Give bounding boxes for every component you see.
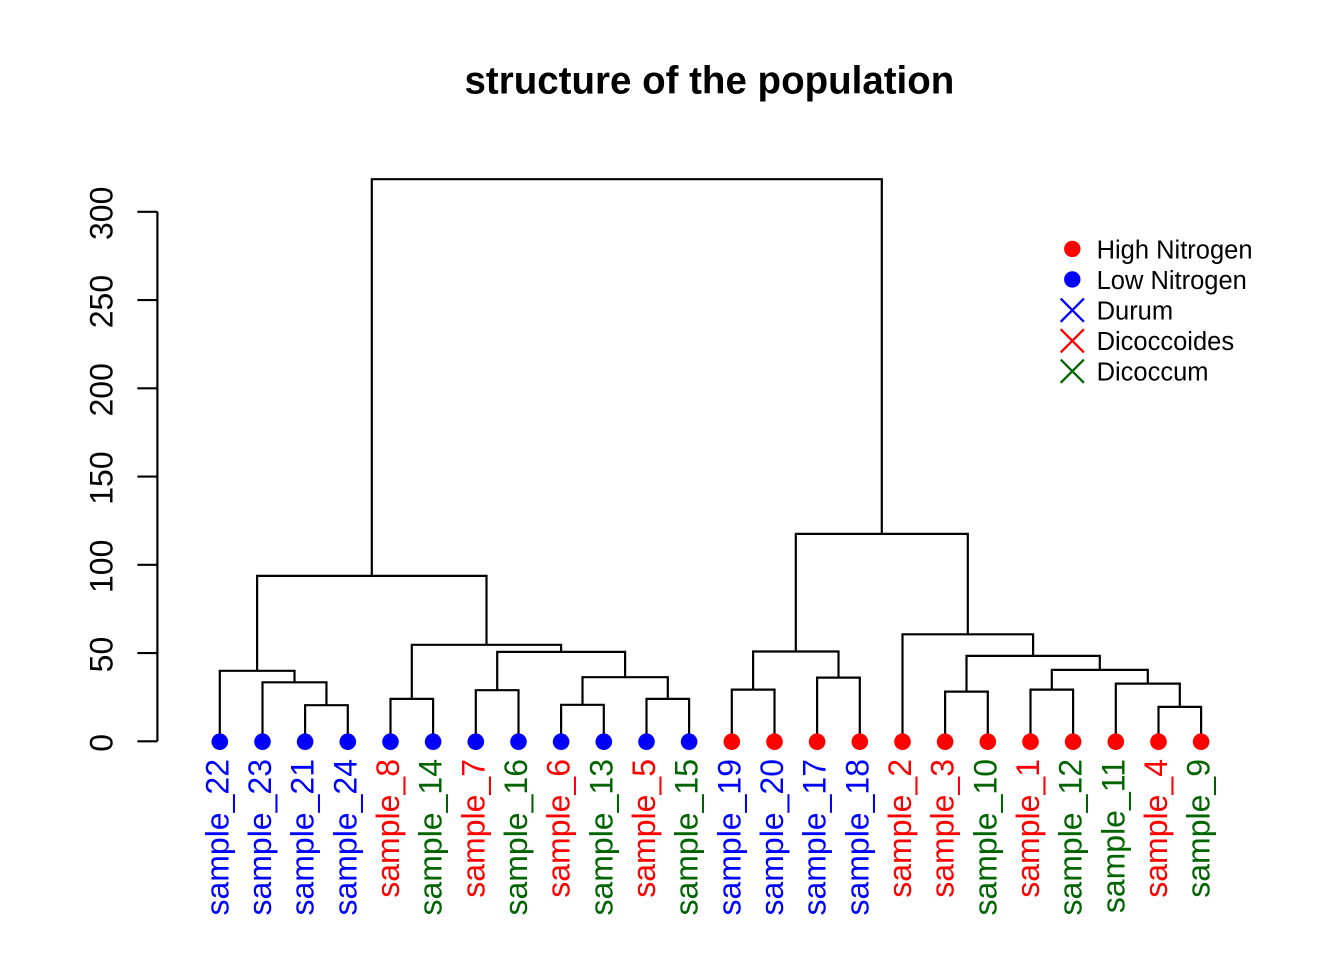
svg-text:Dicoccum: Dicoccum [1097,359,1209,387]
svg-text:sample_23: sample_23 [242,759,278,916]
svg-text:Durum: Durum [1097,298,1174,326]
svg-text:structure of the population: structure of the population [465,60,955,103]
svg-text:sample_6: sample_6 [541,759,577,898]
svg-text:sample_5: sample_5 [626,759,662,898]
svg-text:sample_13: sample_13 [583,759,619,916]
svg-text:sample_16: sample_16 [498,759,534,916]
svg-text:sample_24: sample_24 [327,759,363,916]
svg-text:sample_22: sample_22 [199,759,235,916]
svg-text:sample_19: sample_19 [711,759,747,916]
svg-text:sample_14: sample_14 [413,759,449,916]
svg-text:200: 200 [83,363,119,416]
svg-text:sample_7: sample_7 [455,759,491,898]
svg-text:300: 300 [83,187,119,240]
svg-text:sample_12: sample_12 [1053,759,1089,916]
svg-text:sample_3: sample_3 [925,759,961,898]
svg-text:sample_2: sample_2 [882,759,918,898]
svg-text:sample_20: sample_20 [754,759,790,916]
svg-text:150: 150 [83,451,119,504]
svg-text:sample_21: sample_21 [285,759,321,916]
svg-text:sample_11: sample_11 [1095,759,1131,913]
svg-text:sample_10: sample_10 [967,759,1003,916]
svg-text:sample_18: sample_18 [839,759,875,916]
svg-text:Low Nitrogen: Low Nitrogen [1097,267,1247,295]
svg-text:High Nitrogen: High Nitrogen [1097,236,1253,264]
svg-text:50: 50 [83,637,119,673]
svg-text:sample_4: sample_4 [1138,759,1174,898]
svg-text:100: 100 [83,540,119,593]
svg-text:sample_8: sample_8 [370,759,406,898]
svg-text:Dicoccoides: Dicoccoides [1097,328,1234,356]
svg-text:sample_15: sample_15 [669,759,705,916]
svg-text:250: 250 [83,275,119,328]
svg-text:0: 0 [83,734,119,752]
svg-text:sample_9: sample_9 [1181,759,1217,898]
svg-text:sample_17: sample_17 [797,759,833,916]
svg-text:sample_1: sample_1 [1010,759,1046,898]
